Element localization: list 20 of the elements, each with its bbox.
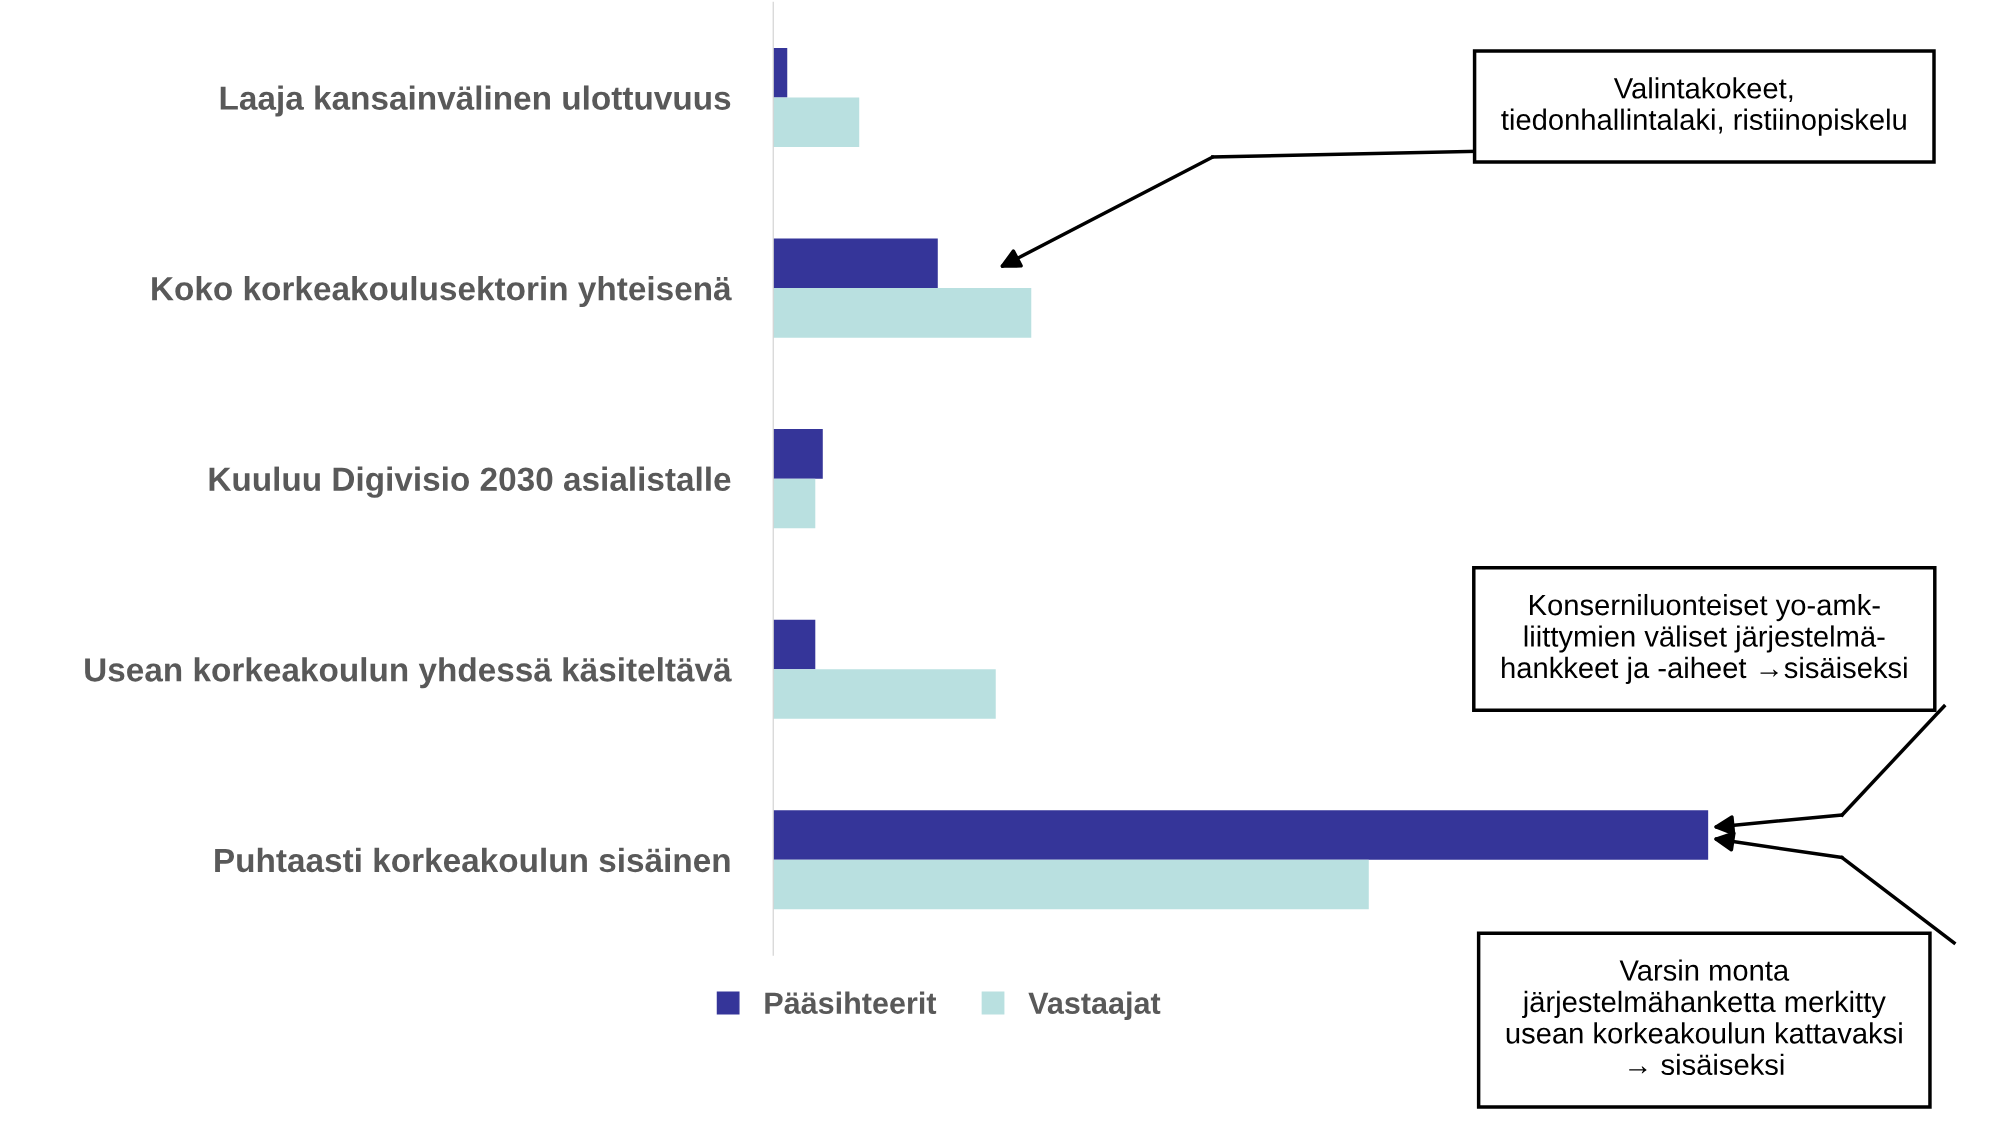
y-tick-label: Laaja kansainvälinen ulottuvuus (220, 85, 731, 117)
bar (773, 288, 1032, 338)
bar (773, 47, 788, 98)
bar (773, 478, 816, 529)
bar (773, 619, 816, 670)
legend-label: Vastaajat (1028, 991, 1161, 1021)
text: Varsin monta järjestelmähanketta merkitty usean korkeakoulun kattavaksi → sisäiseksi (1506, 959, 1902, 1076)
annotation: Valintakokeet, tiedonhallintalaki, ristiinopiskelu (1501, 77, 1906, 136)
bar (773, 97, 860, 148)
annotation: Konserniluonteiset yo-amk- liittymien väliset järjestelmä- hankkeet ja -aiheet →sisäiseksi (1502, 593, 1907, 684)
y-tick-label: Kuuluu Digivisio 2030 asialistalle (209, 466, 731, 498)
bar (773, 238, 938, 289)
bar (773, 859, 1369, 910)
y-tick-label: Puhtaasti korkeakoulun sisäinen (215, 847, 730, 873)
y-tick-label: Koko korkeakoulusektorin yhteisenä (152, 276, 732, 308)
bar (773, 429, 823, 479)
y-tick-label: Usean korkeakoulun yhdessä käsiteltävä (85, 657, 732, 689)
bar (773, 810, 1709, 860)
bar (773, 669, 996, 719)
legend-label: Pääsihteerit (765, 991, 937, 1014)
